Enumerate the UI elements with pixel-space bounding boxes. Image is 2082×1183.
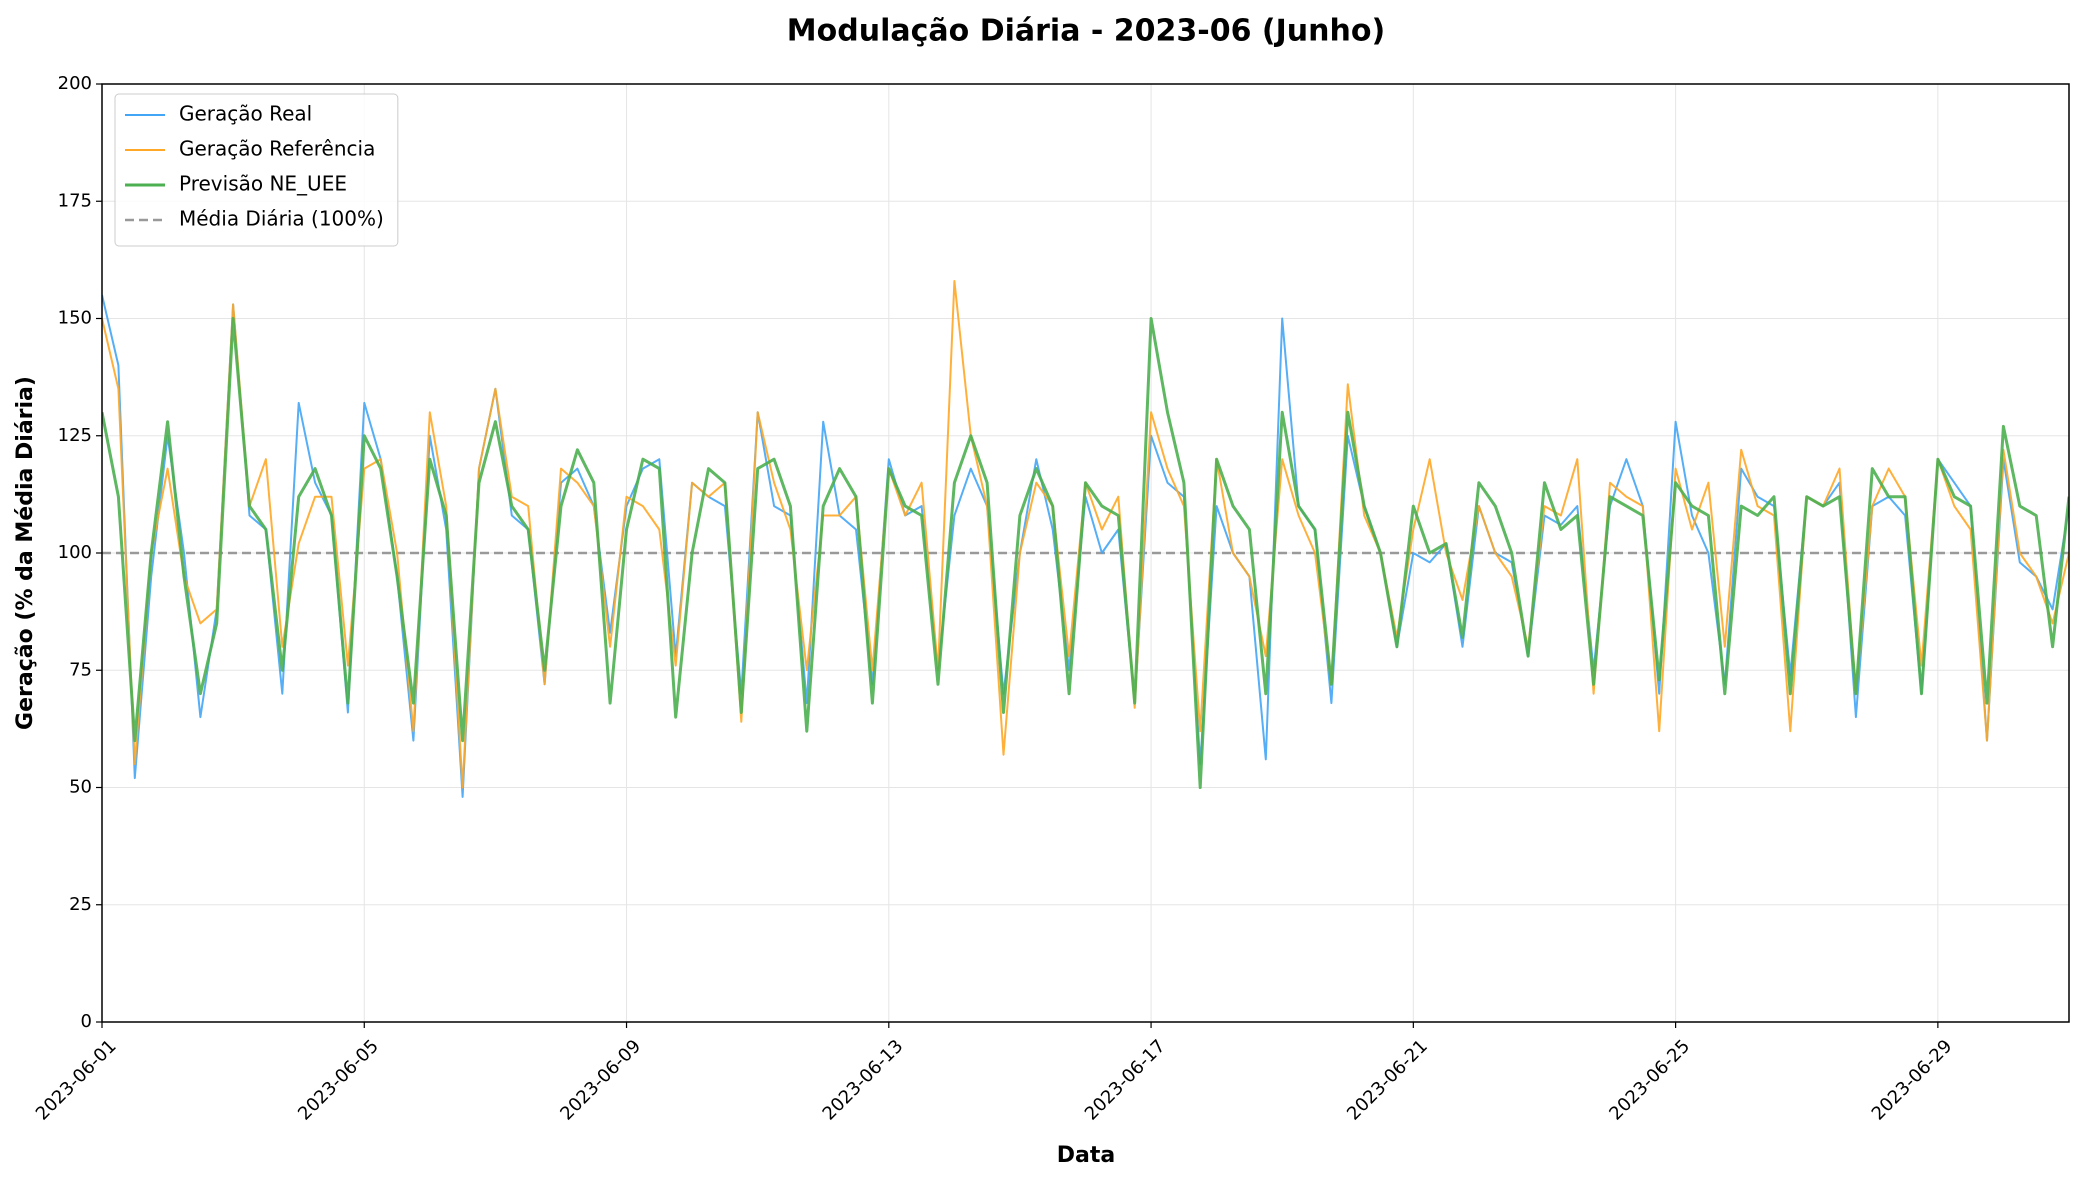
- y-tick-label: 25: [69, 894, 92, 915]
- legend-box: [114, 93, 399, 247]
- plot-frame: [101, 83, 2070, 1023]
- y-tick-label: 100: [58, 542, 92, 563]
- y-tick-label: 0: [81, 1011, 92, 1032]
- chart-title: Modulação Diária - 2023-06 (Junho): [787, 14, 1385, 49]
- y-tick-label: 125: [58, 425, 92, 446]
- y-tick-label: 50: [69, 777, 92, 798]
- y-tick-label: 150: [58, 308, 92, 329]
- y-tick-label: 175: [58, 190, 92, 211]
- legend-label: Média Diária (100%): [179, 207, 384, 231]
- y-tick-label: 200: [58, 73, 92, 94]
- series-line: [102, 317, 2069, 789]
- legend-label: Geração Real: [179, 102, 312, 126]
- y-tick-label: 75: [69, 659, 92, 680]
- y-axis-label: Geração (% da Média Diária): [13, 376, 38, 730]
- legend-label: Geração Referência: [179, 137, 375, 161]
- x-axis-label: Data: [1057, 1143, 1115, 1168]
- legend-label: Previsão NE_UEE: [179, 172, 347, 196]
